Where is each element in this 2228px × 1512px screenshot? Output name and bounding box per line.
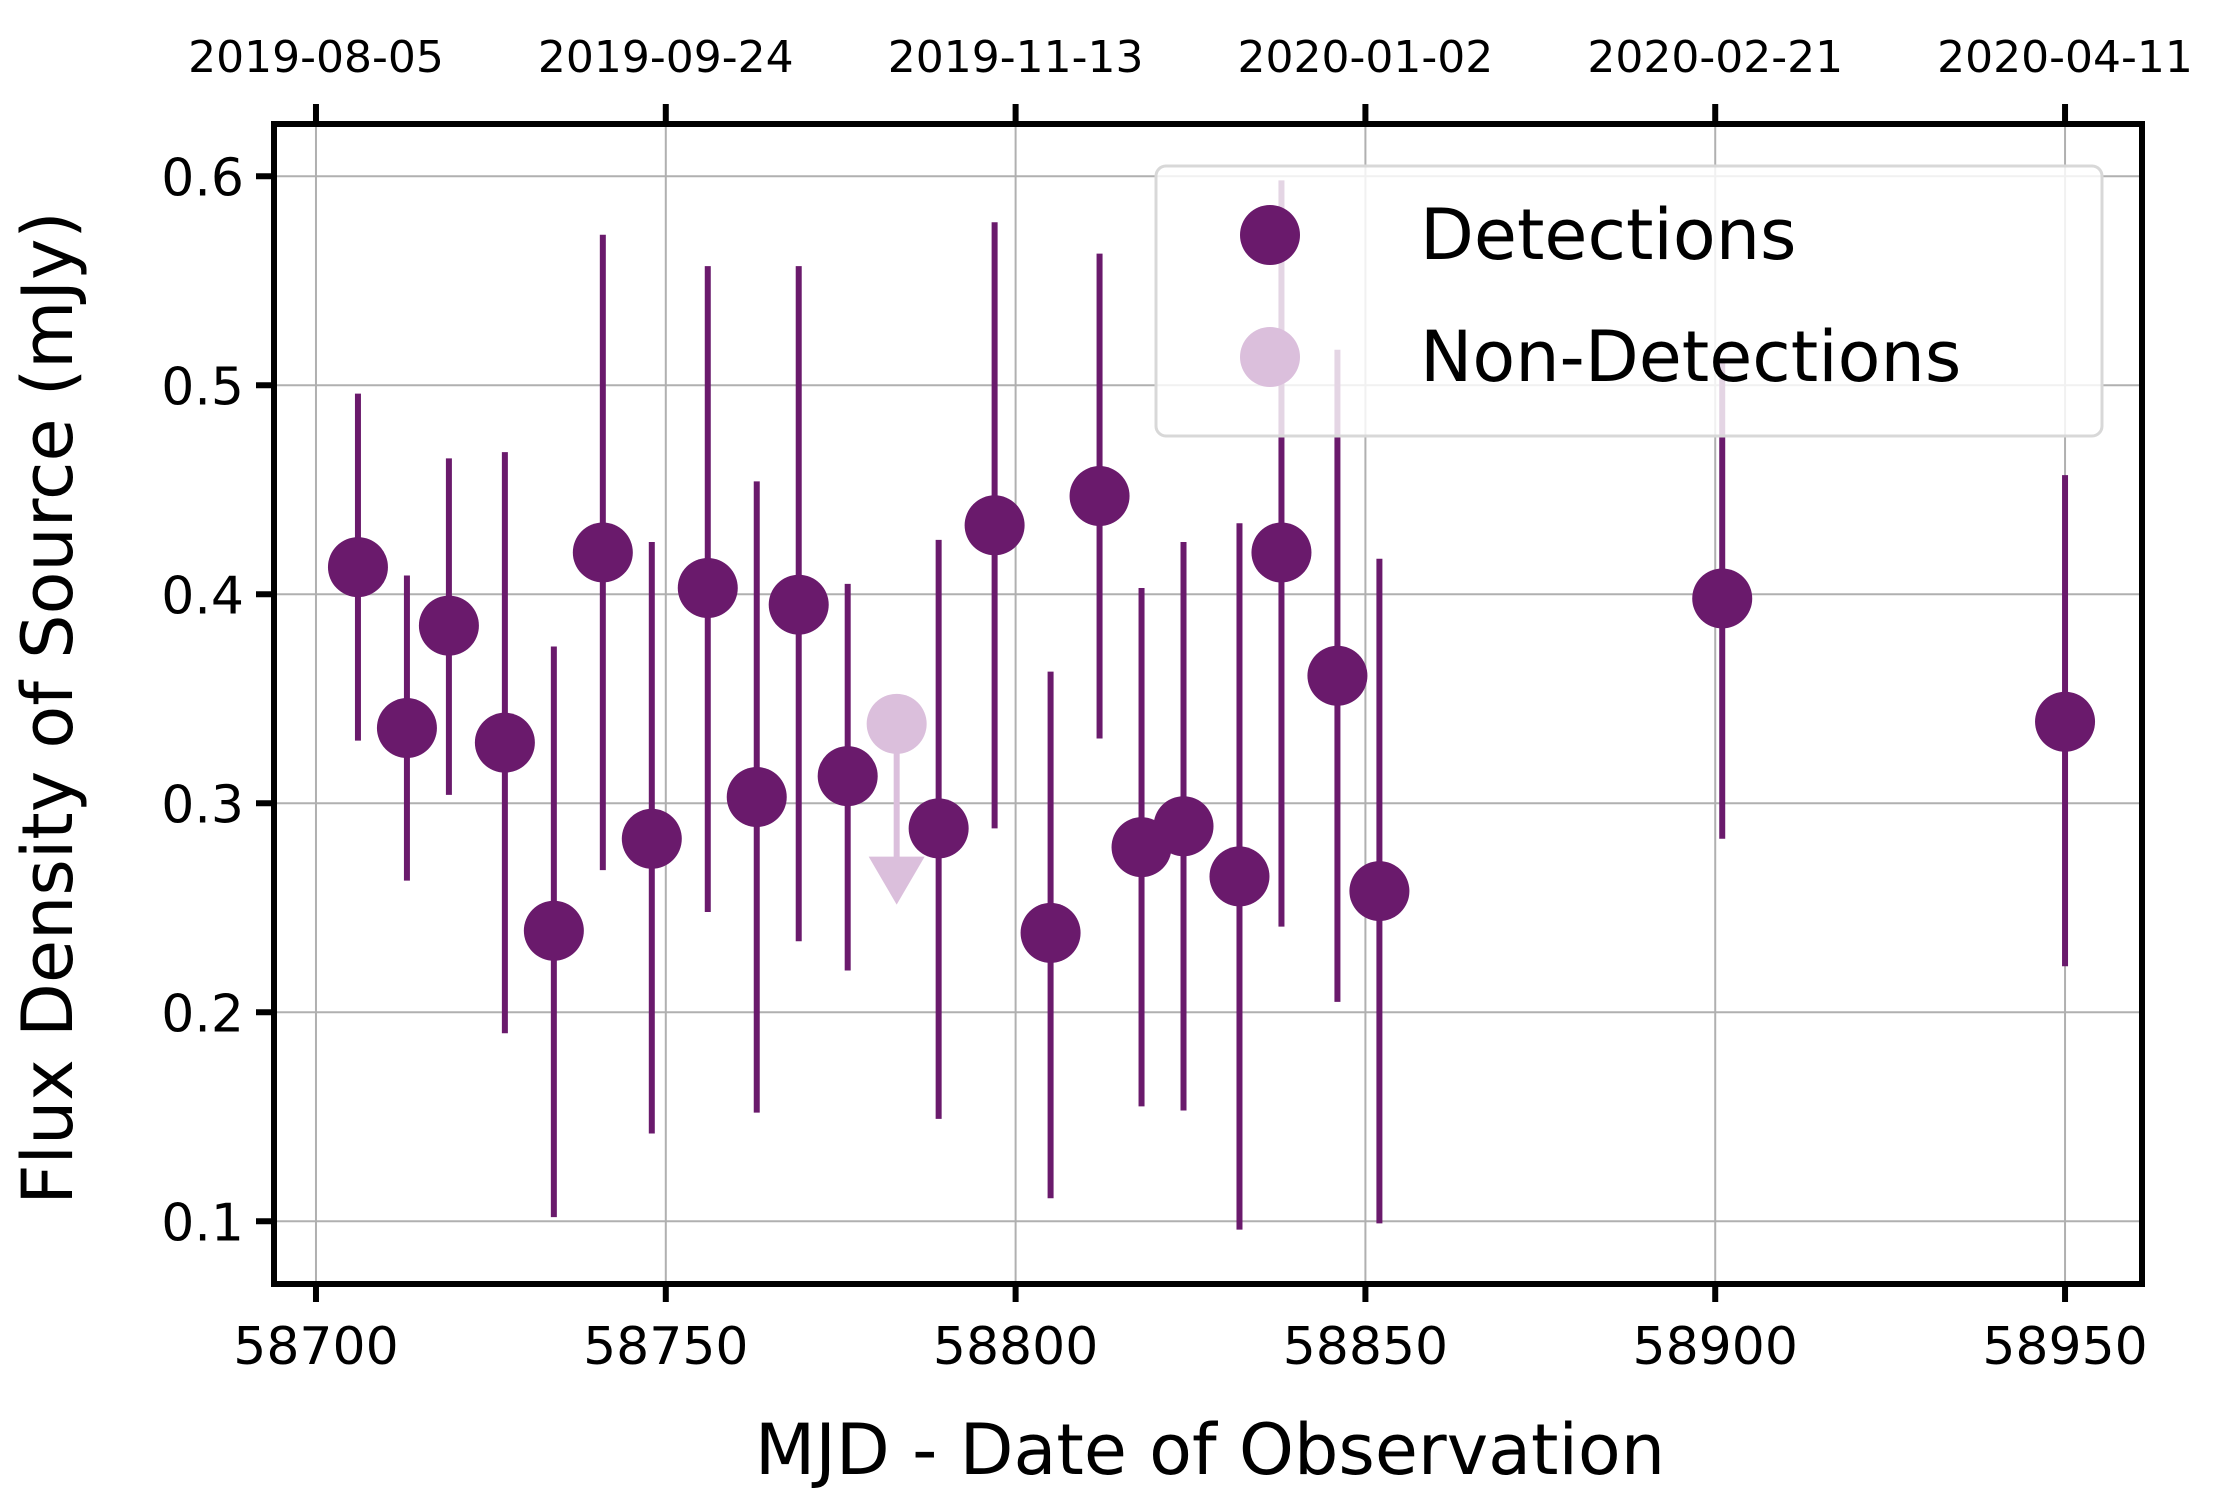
top-x-tick-label: 2019-08-05 [188, 32, 444, 83]
top-x-tick-label: 2020-01-02 [1238, 32, 1494, 83]
legend-non-detections-label: Non-Detections [1420, 316, 1961, 398]
detection-point [1349, 861, 1410, 922]
non-detection-arrowhead [868, 856, 925, 905]
top-x-tick-label: 2019-11-13 [888, 32, 1144, 83]
detection-point [1153, 796, 1214, 857]
detection-point [1069, 466, 1130, 527]
detection-point [817, 746, 878, 807]
legend: Detections Non-Detections [1154, 164, 2104, 438]
detection-point [964, 495, 1025, 556]
detection-point [474, 712, 535, 773]
x-tick-label: 58700 [233, 1317, 398, 1377]
plot-frame [271, 121, 2145, 1287]
detection-point [1692, 568, 1753, 629]
detection-point [2035, 691, 2096, 752]
detection-point [621, 808, 682, 869]
y-tick-label: 0.1 [161, 1193, 244, 1253]
detection-point [523, 900, 584, 961]
detection-point [572, 522, 633, 583]
top-x-tick-label: 2019-09-24 [538, 32, 794, 83]
axis-tick-labels: 58700 58750 58800 58850 58900 58950 0.1 0.2 0.3 0… [161, 32, 2193, 1377]
detection-point [327, 537, 388, 598]
detection-point [376, 698, 437, 759]
detection-point [1209, 846, 1270, 907]
axis-ticks [256, 104, 2069, 1302]
y-tick-label: 0.2 [161, 984, 244, 1044]
detection-markers [327, 466, 2096, 963]
top-x-tick-label: 2020-02-21 [1587, 32, 1843, 83]
detection-point [1307, 645, 1368, 706]
y-tick-label: 0.6 [161, 148, 244, 208]
y-tick-label: 0.5 [161, 357, 244, 417]
x-axis-title: MJD - Date of Observation [755, 1409, 1665, 1491]
non-detection-point [866, 693, 927, 754]
y-tick-label: 0.4 [161, 566, 244, 626]
legend-detections-label: Detections [1420, 194, 1797, 276]
detection-point [908, 798, 969, 859]
x-tick-label: 58900 [1633, 1317, 1798, 1377]
top-x-tick-label: 2020-04-11 [1937, 32, 2193, 83]
legend-non-detections-marker [1240, 327, 1300, 387]
non-detection-markers [866, 693, 927, 905]
detection-point [1251, 522, 1312, 583]
x-tick-label: 58950 [1982, 1317, 2147, 1377]
legend-detections-marker [1240, 205, 1300, 265]
x-tick-label: 58750 [583, 1317, 748, 1377]
detection-point [677, 558, 738, 618]
y-tick-label: 0.3 [161, 775, 244, 835]
detection-point [418, 595, 479, 656]
legend-box [1154, 164, 2104, 438]
x-tick-label: 58800 [933, 1317, 1098, 1377]
x-tick-label: 58850 [1283, 1317, 1448, 1377]
y-axis-title: Flux Density of Source (mJy) [7, 211, 89, 1204]
detection-point [768, 574, 829, 635]
detection-point [1020, 902, 1081, 963]
detection-point [726, 767, 787, 828]
